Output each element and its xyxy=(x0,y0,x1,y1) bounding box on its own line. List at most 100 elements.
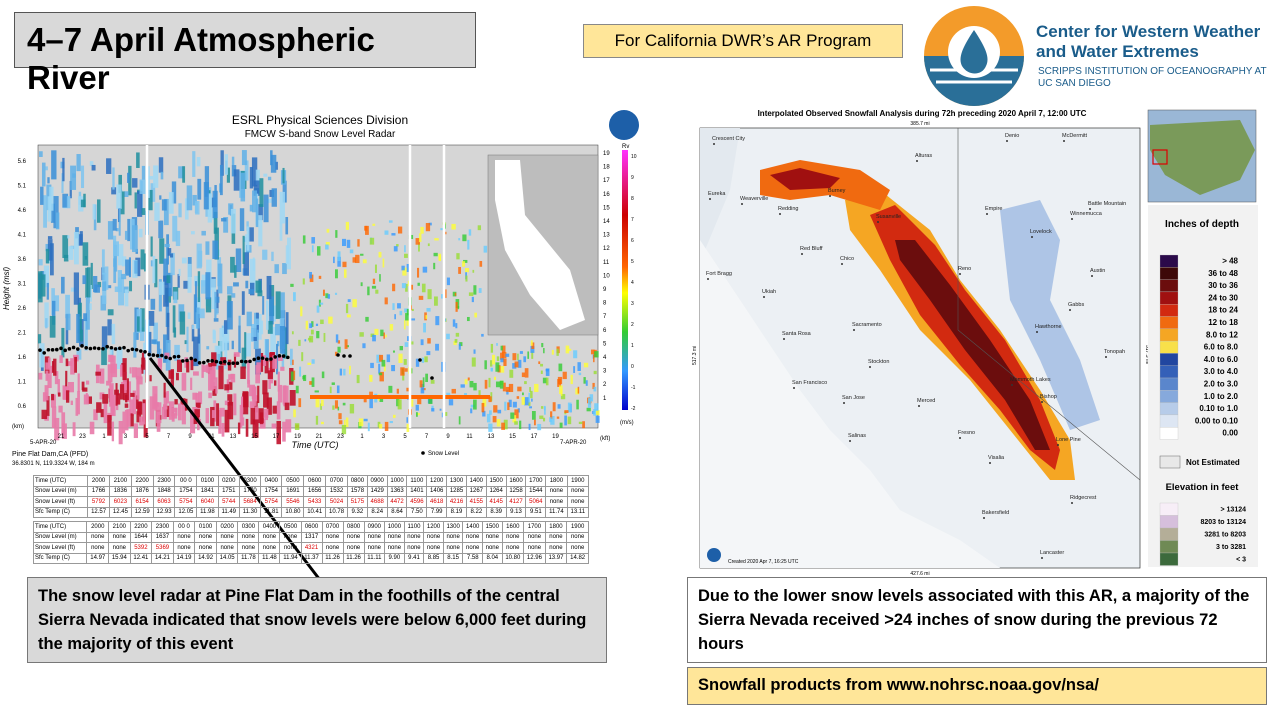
legend-swatch xyxy=(1159,540,1179,554)
table-cell: 6023 xyxy=(108,496,132,508)
y-tick-label: 0.6 xyxy=(18,404,27,410)
radar-echo xyxy=(428,222,432,226)
table-cell: 1900 xyxy=(566,475,590,487)
radar-echo xyxy=(46,396,50,417)
radar-echo xyxy=(172,413,178,419)
radar-echo xyxy=(86,380,90,385)
table-cell: none xyxy=(172,531,196,543)
snow-level-dot xyxy=(101,346,105,351)
radar-echo xyxy=(269,296,274,325)
radar-echo xyxy=(251,386,256,399)
radar-echo xyxy=(277,371,280,392)
table-cell: 12.05 xyxy=(174,506,198,518)
snow-level-dot xyxy=(109,345,114,350)
radar-echo xyxy=(399,310,403,316)
radar-echo xyxy=(191,324,195,342)
radar-echo xyxy=(570,374,573,385)
radar-echo xyxy=(54,295,60,312)
radar-echo xyxy=(444,231,447,235)
radar-echo xyxy=(415,238,420,245)
radar-echo xyxy=(396,388,399,394)
radar-echo xyxy=(365,225,369,235)
radar-echo xyxy=(136,376,143,385)
radar-echo xyxy=(280,292,285,320)
legend-label: 0.00 to 0.10 xyxy=(1195,416,1239,425)
legend-swatch xyxy=(1159,527,1179,541)
radar-echo xyxy=(501,345,506,354)
table-cell: 0300 xyxy=(237,521,260,533)
slide-title: 4–7 April Atmospheric River xyxy=(14,12,476,96)
radar-echo xyxy=(417,397,422,405)
radar-echo xyxy=(311,359,315,364)
table-cell: 6154 xyxy=(130,496,154,508)
table-cell: 1637 xyxy=(151,531,174,543)
radar-echo xyxy=(400,367,405,376)
colorbar-unit: (m/s) xyxy=(620,420,634,426)
radar-echo xyxy=(259,412,264,425)
colorbar-tick-label: 10 xyxy=(631,154,637,160)
radar-echo xyxy=(285,312,289,345)
x-tick-label: 5 xyxy=(145,434,149,440)
table-cell: 4145 xyxy=(485,496,507,508)
scale-label: 385.7 mi xyxy=(910,121,929,127)
radar-echo xyxy=(149,396,155,420)
radar-echo xyxy=(213,318,219,322)
radar-echo xyxy=(97,199,101,223)
radar-echo xyxy=(556,348,559,356)
table-cell: 12.96 xyxy=(523,552,546,564)
radar-echo xyxy=(418,295,424,300)
radar-echo xyxy=(212,240,219,259)
radar-echo xyxy=(82,387,88,392)
radar-echo xyxy=(375,289,379,294)
radar-echo xyxy=(194,409,200,418)
radar-echo xyxy=(159,195,162,200)
radar-echo xyxy=(377,421,381,428)
radar-echo xyxy=(359,332,364,337)
radar-echo xyxy=(567,402,572,413)
radar-echo xyxy=(239,404,243,429)
radar-echo xyxy=(490,367,493,372)
radar-echo xyxy=(192,194,197,206)
radar-echo xyxy=(409,399,414,407)
table-cell: 1406 xyxy=(426,485,448,497)
radar-echo xyxy=(391,365,396,372)
legend-swatch xyxy=(1159,427,1179,440)
radar-echo xyxy=(141,357,146,370)
radar-echo xyxy=(50,243,54,276)
radar-echo xyxy=(357,239,360,247)
scale-label: 517.3 mi xyxy=(1144,345,1150,364)
radar-echo xyxy=(173,327,177,338)
radar-echo xyxy=(452,319,456,327)
table-cell: 4155 xyxy=(465,496,487,508)
snow-level-dot xyxy=(248,359,252,364)
radar-echo xyxy=(287,237,291,270)
radar-echo xyxy=(134,192,137,209)
radar-echo xyxy=(205,272,211,300)
city-label: Hawthorne xyxy=(1035,324,1062,330)
snow-level-dot xyxy=(151,353,156,357)
radar-echo xyxy=(433,252,438,257)
radar-echo xyxy=(147,331,152,357)
radar-echo xyxy=(194,281,198,313)
radar-echo xyxy=(425,373,428,383)
radar-echo xyxy=(279,326,286,354)
radar-echo xyxy=(456,253,460,260)
radar-echo xyxy=(378,372,383,376)
snow-level-dot xyxy=(155,353,160,358)
radar-echo xyxy=(524,368,529,378)
radar-echo xyxy=(39,151,43,157)
radar-echo xyxy=(131,367,137,378)
radar-echo xyxy=(317,246,321,256)
table-cell: none xyxy=(237,542,260,554)
table-cell: 1656 xyxy=(303,485,327,497)
radar-echo xyxy=(231,340,234,350)
radar-echo xyxy=(309,335,314,343)
legend-dot xyxy=(421,451,425,455)
radar-echo xyxy=(153,165,159,188)
radar-echo xyxy=(246,311,252,327)
radar-echo xyxy=(80,199,86,208)
radar-echo xyxy=(439,408,442,411)
table-cell: none xyxy=(194,542,217,554)
radar-echo xyxy=(578,421,583,425)
